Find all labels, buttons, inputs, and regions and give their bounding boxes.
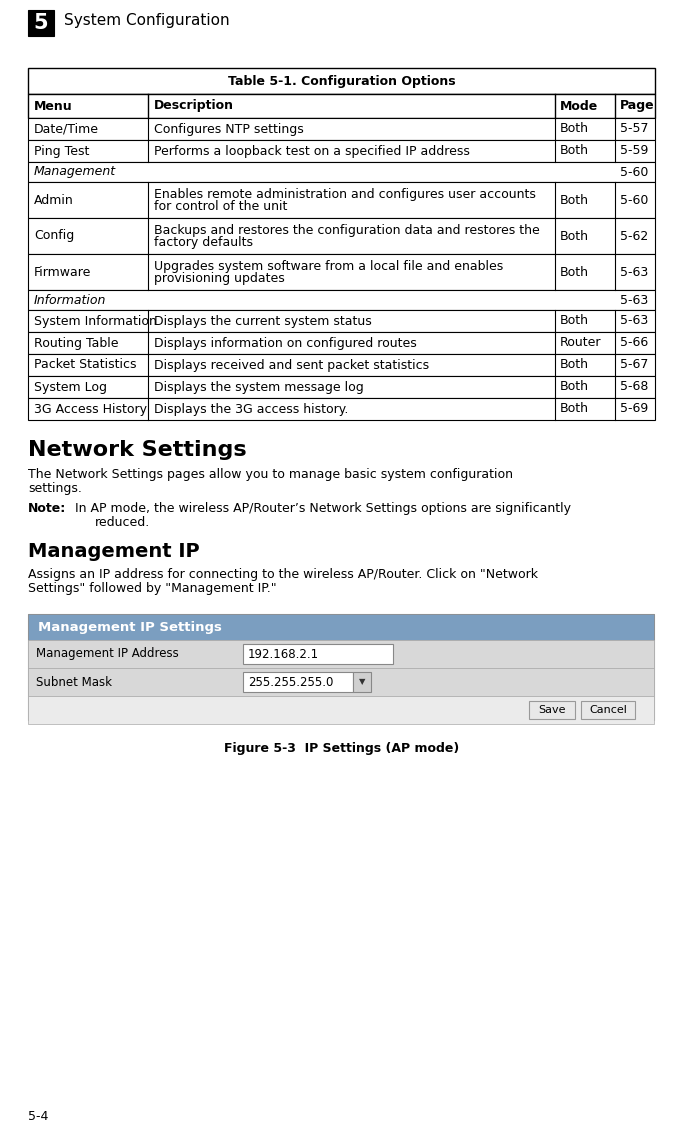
Text: 5-62: 5-62 [620, 229, 648, 243]
Bar [243, 644, 393, 664]
Text: Page: Page [620, 99, 654, 113]
Text: for control of the unit: for control of the unit [154, 200, 288, 213]
Text: Management IP Settings: Management IP Settings [38, 620, 222, 634]
Bar [28, 332, 655, 354]
Bar [243, 672, 353, 691]
Text: Date/Time: Date/Time [34, 123, 99, 135]
Bar [28, 614, 654, 720]
Text: Displays information on configured routes: Displays information on configured route… [154, 336, 417, 350]
Text: Displays received and sent packet statistics: Displays received and sent packet statis… [154, 359, 429, 371]
Text: Description: Description [154, 99, 234, 113]
Text: Performs a loopback test on a specified IP address: Performs a loopback test on a specified … [154, 144, 470, 158]
Text: Routing Table: Routing Table [34, 336, 118, 350]
Bar [28, 398, 655, 420]
Text: In AP mode, the wireless AP/Router’s Network Settings options are significantly: In AP mode, the wireless AP/Router’s Net… [75, 502, 571, 515]
Text: Configures NTP settings: Configures NTP settings [154, 123, 304, 135]
Text: 255.255.255.0: 255.255.255.0 [248, 676, 333, 688]
Text: Information: Information [34, 293, 107, 307]
Text: ▼: ▼ [359, 678, 365, 687]
Text: Network Settings: Network Settings [28, 440, 247, 460]
Bar [581, 700, 635, 719]
Text: Cancel: Cancel [589, 705, 627, 715]
Text: Upgrades system software from a local file and enables: Upgrades system software from a local fi… [154, 261, 503, 273]
Bar [28, 162, 655, 182]
Text: Displays the current system status: Displays the current system status [154, 315, 372, 327]
Text: 5: 5 [33, 14, 48, 33]
Text: 5-63: 5-63 [620, 293, 648, 307]
Text: 5-57: 5-57 [620, 123, 648, 135]
Text: System Configuration: System Configuration [64, 14, 229, 28]
Bar [28, 68, 655, 94]
Text: Config: Config [34, 229, 74, 243]
Text: 5-69: 5-69 [620, 403, 648, 415]
Text: Both: Both [560, 359, 589, 371]
Text: Both: Both [560, 380, 589, 394]
Text: 5-63: 5-63 [620, 315, 648, 327]
Bar [28, 668, 654, 696]
Text: 5-59: 5-59 [620, 144, 648, 158]
Text: Settings" followed by "Management IP.": Settings" followed by "Management IP." [28, 582, 277, 594]
Bar [28, 254, 655, 290]
Text: 5-4: 5-4 [28, 1110, 48, 1123]
Text: Enables remote administration and configures user accounts: Enables remote administration and config… [154, 188, 536, 201]
Bar [28, 376, 655, 398]
Text: Both: Both [560, 315, 589, 327]
Bar [28, 354, 655, 376]
Bar [529, 700, 575, 719]
Bar [28, 140, 655, 162]
Text: 5-68: 5-68 [620, 380, 648, 394]
Text: factory defaults: factory defaults [154, 236, 253, 249]
Text: Note:: Note: [28, 502, 66, 515]
Text: Displays the system message log: Displays the system message log [154, 380, 364, 394]
Text: settings.: settings. [28, 482, 82, 495]
Text: Both: Both [560, 194, 589, 206]
Text: Table 5-1. Configuration Options: Table 5-1. Configuration Options [227, 74, 456, 88]
Text: 5-63: 5-63 [620, 265, 648, 279]
Text: Assigns an IP address for connecting to the wireless AP/Router. Click on "Networ: Assigns an IP address for connecting to … [28, 569, 538, 581]
Text: provisioning updates: provisioning updates [154, 272, 285, 284]
Text: System Information: System Information [34, 315, 157, 327]
Bar [28, 10, 54, 36]
Text: Router: Router [560, 336, 602, 350]
Text: Admin: Admin [34, 194, 74, 206]
Bar [353, 672, 371, 691]
Bar [28, 696, 654, 724]
Text: Firmware: Firmware [34, 265, 92, 279]
Text: 5-60: 5-60 [620, 194, 648, 206]
Text: System Log: System Log [34, 380, 107, 394]
Text: Both: Both [560, 123, 589, 135]
Bar [28, 614, 654, 640]
Text: Both: Both [560, 229, 589, 243]
Text: Both: Both [560, 144, 589, 158]
Text: Packet Statistics: Packet Statistics [34, 359, 137, 371]
Bar [28, 310, 655, 332]
Text: Figure 5-3  IP Settings (AP mode): Figure 5-3 IP Settings (AP mode) [224, 742, 459, 755]
Text: Management IP Address: Management IP Address [36, 647, 179, 661]
Text: Save: Save [538, 705, 566, 715]
Text: Menu: Menu [34, 99, 72, 113]
Text: Displays the 3G access history.: Displays the 3G access history. [154, 403, 348, 415]
Text: Both: Both [560, 265, 589, 279]
Text: Backups and restores the configuration data and restores the: Backups and restores the configuration d… [154, 224, 540, 237]
Text: 5-60: 5-60 [620, 166, 648, 178]
Text: Management IP: Management IP [28, 541, 199, 561]
Text: reduced.: reduced. [95, 515, 150, 529]
Text: Subnet Mask: Subnet Mask [36, 676, 112, 688]
Text: Both: Both [560, 403, 589, 415]
Text: Management: Management [34, 166, 116, 178]
Bar [28, 118, 655, 140]
Bar [28, 640, 654, 668]
Bar [28, 218, 655, 254]
Text: 5-66: 5-66 [620, 336, 648, 350]
Bar [28, 182, 655, 218]
Text: The Network Settings pages allow you to manage basic system configuration: The Network Settings pages allow you to … [28, 468, 513, 481]
Text: 3G Access History: 3G Access History [34, 403, 147, 415]
Bar [28, 94, 655, 118]
Bar [28, 290, 655, 310]
Text: Ping Test: Ping Test [34, 144, 89, 158]
Text: 192.168.2.1: 192.168.2.1 [248, 647, 319, 661]
Text: Mode: Mode [560, 99, 598, 113]
Text: 5-67: 5-67 [620, 359, 648, 371]
